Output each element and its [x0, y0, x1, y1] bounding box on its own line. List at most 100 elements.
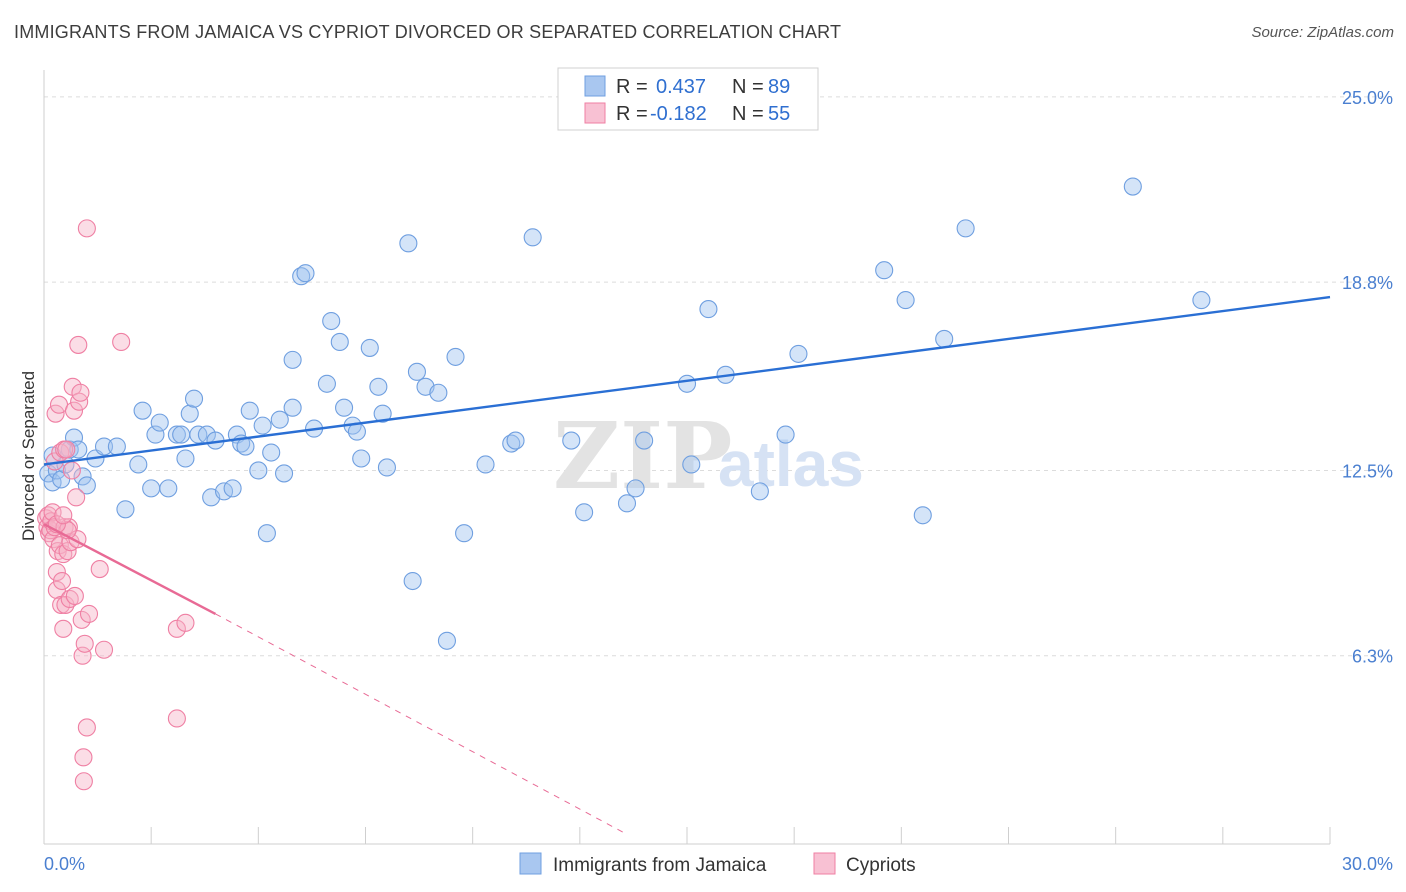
- legend-r-label-jamaica: R =: [616, 76, 648, 98]
- cypriots-point: [49, 395, 69, 414]
- y-axis-title: Divorced or Separated: [19, 371, 38, 541]
- y-tick-label: 12.5%: [1342, 461, 1393, 481]
- jamaica-point: [167, 425, 186, 444]
- jamaica-point: [699, 300, 718, 319]
- cypriots-trend-line-extension: [215, 613, 623, 833]
- jamaica-point: [789, 344, 808, 363]
- jamaica-point: [750, 482, 769, 501]
- jamaica-point: [429, 383, 448, 402]
- cypriots-point: [167, 709, 186, 728]
- jamaica-point: [677, 374, 697, 393]
- jamaica-point: [176, 449, 195, 468]
- jamaica-point: [682, 455, 701, 474]
- jamaica-point: [776, 425, 795, 444]
- jamaica-point: [455, 524, 474, 543]
- cypriots-point: [176, 613, 195, 632]
- jamaica-point: [159, 479, 178, 498]
- cypriots-point: [54, 619, 73, 638]
- jamaica-point: [146, 425, 165, 444]
- jamaica-point: [1192, 291, 1211, 310]
- chart-source: Source: ZipAtlas.com: [1251, 24, 1394, 41]
- cypriots-point: [70, 392, 89, 411]
- jamaica-point: [317, 374, 336, 393]
- jamaica-point: [180, 404, 199, 423]
- legend-n-label-cypriots: N =: [732, 103, 764, 125]
- legend-r-value-cypriots: -0.182: [650, 103, 707, 125]
- jamaica-point: [223, 479, 242, 498]
- jamaica-point: [335, 398, 354, 417]
- cypriots-point: [62, 461, 81, 480]
- cypriots-point: [47, 580, 66, 600]
- jamaica-point: [369, 377, 388, 396]
- jamaica-point: [73, 467, 92, 486]
- y-tick-label: 25.0%: [1342, 88, 1393, 108]
- chart-title: IMMIGRANTS FROM JAMAICA VS CYPRIOT DIVOR…: [14, 22, 842, 42]
- cypriots-point: [57, 440, 76, 459]
- jamaica-point: [283, 350, 302, 369]
- jamaica-point: [236, 437, 255, 456]
- jamaica-point: [296, 264, 315, 283]
- cypriots-point: [90, 560, 109, 579]
- legend-n-value-jamaica: 89: [768, 76, 790, 98]
- jamaica-point: [617, 494, 637, 513]
- jamaica-point: [262, 443, 281, 462]
- cypriots-point: [52, 571, 72, 591]
- legend-swatch-jamaica: [584, 75, 606, 97]
- jamaica-point: [373, 404, 392, 423]
- cypriots-point: [77, 718, 96, 737]
- bottom-legend-label-cypriots: Cypriots: [846, 855, 916, 876]
- bottom-legend: Immigrants from Jamaica Cypriots: [519, 852, 916, 876]
- jamaica-point: [283, 398, 302, 417]
- cypriots-point: [47, 563, 66, 582]
- legend-r-value-jamaica: 0.437: [656, 76, 706, 98]
- legend-n-value-cypriots: 55: [768, 103, 790, 125]
- watermark-atlas: atlas: [718, 428, 864, 500]
- jamaica-point: [403, 571, 422, 591]
- jamaica-point: [116, 500, 135, 519]
- jamaica-point: [257, 524, 276, 543]
- jamaica-point: [956, 219, 975, 238]
- jamaica-trend-line: [43, 295, 1331, 466]
- jamaica-point: [913, 506, 932, 525]
- jamaica-point: [476, 455, 495, 474]
- legend: R = 0.437 N = 89 R = -0.182 N = 55: [557, 67, 819, 131]
- x-tick-label: 0.0%: [44, 854, 85, 874]
- cypriots-point: [43, 503, 62, 522]
- legend-r-label-cypriots: R =: [616, 103, 648, 125]
- cypriots-point: [60, 589, 79, 608]
- cypriots-point: [112, 332, 131, 351]
- jamaica-point: [184, 389, 204, 408]
- bottom-legend-label-jamaica: Immigrants from Jamaica: [553, 855, 767, 876]
- jamaica-point: [1123, 177, 1142, 196]
- jamaica-point: [635, 431, 654, 450]
- jamaica-point: [107, 437, 126, 456]
- jamaica-point: [322, 311, 341, 331]
- cypriots-point: [77, 219, 96, 238]
- cypriots-point: [74, 748, 93, 767]
- cypriots-point: [94, 640, 114, 659]
- cypriots-point: [67, 488, 86, 507]
- jamaica-point: [523, 228, 542, 247]
- jamaica-point: [377, 458, 396, 477]
- jamaica-point: [240, 401, 259, 420]
- cypriots-point: [79, 604, 99, 623]
- jamaica-point: [506, 431, 525, 450]
- jamaica-point: [437, 631, 456, 650]
- cypriots-point: [72, 610, 91, 629]
- jamaica-point: [562, 431, 581, 450]
- jamaica-point: [360, 338, 379, 357]
- cypriots-point: [69, 335, 88, 354]
- jamaica-point: [875, 261, 894, 280]
- cypriots-point: [74, 772, 93, 791]
- jamaica-point: [575, 503, 594, 522]
- jamaica-point: [270, 410, 289, 429]
- y-tick-label: 6.3%: [1352, 647, 1393, 667]
- cypriots-point: [65, 586, 84, 606]
- jamaica-point: [172, 425, 191, 444]
- cypriots-trend-line: [43, 523, 217, 615]
- jamaica-point: [129, 455, 148, 474]
- y-tick-label: 18.8%: [1342, 273, 1393, 293]
- cypriots-point: [54, 506, 73, 525]
- bottom-legend-swatch-jamaica: [519, 852, 542, 875]
